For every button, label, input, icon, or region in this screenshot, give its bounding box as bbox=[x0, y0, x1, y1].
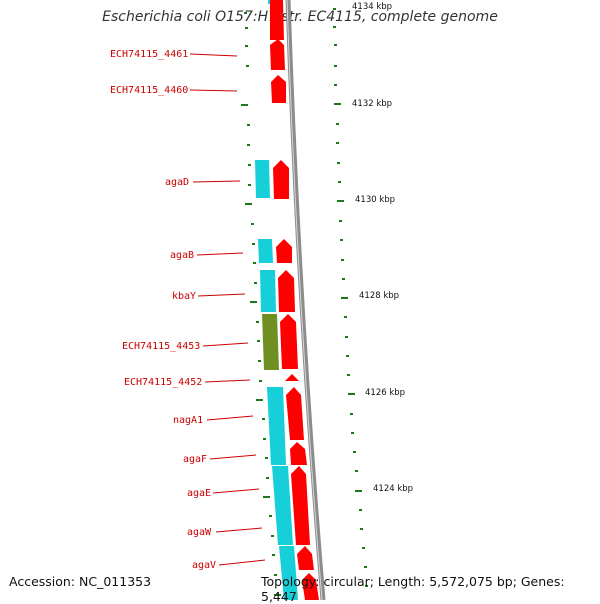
scale-label: 4126 kbp bbox=[365, 388, 405, 398]
gene-label: ECH74115_4453 bbox=[122, 341, 200, 352]
scale-label: 4128 kbp bbox=[359, 291, 399, 301]
gene-arrows bbox=[270, 0, 319, 600]
gene-label: ECH74115_4460 bbox=[110, 85, 188, 96]
scale-label: 4132 kbp bbox=[352, 99, 392, 109]
outer-tick-ring bbox=[333, 8, 368, 587]
inner-tick-ring bbox=[241, 12, 281, 596]
scale-label: 4130 kbp bbox=[355, 195, 395, 205]
scale-label: 4124 kbp bbox=[373, 484, 413, 494]
genome-backbone-highlight bbox=[286, 0, 323, 600]
gene-label: agaD bbox=[165, 177, 189, 188]
scale-label: 4134 kbp bbox=[352, 2, 392, 12]
genome-title: Escherichia coli O157:H7 str. EC4115, co… bbox=[102, 9, 498, 25]
gene-label: agaF bbox=[183, 454, 207, 465]
gene-label: kbaY bbox=[172, 291, 196, 302]
gene-label: agaB bbox=[170, 250, 194, 261]
label-leaders bbox=[189, 53, 266, 566]
gene-label: ECH74115_4452 bbox=[124, 377, 202, 388]
gene-label: agaW bbox=[187, 527, 212, 538]
gene-label: agaE bbox=[187, 488, 211, 499]
gene-label: agaV bbox=[192, 560, 216, 571]
accession-text: Accession: NC_011353 bbox=[9, 574, 152, 589]
gene-labels: ECH74115_4461 ECH74115_4460 agaD agaB kb… bbox=[110, 49, 216, 571]
gene-label: nagA1 bbox=[173, 415, 203, 426]
genome-backbone bbox=[285, 0, 326, 600]
cog-blocks bbox=[255, 0, 298, 600]
gene-label: ECH74115_4461 bbox=[110, 49, 188, 60]
scale-labels: 4134 kbp 4132 kbp 4130 kbp 4128 kbp 4126… bbox=[352, 2, 413, 494]
